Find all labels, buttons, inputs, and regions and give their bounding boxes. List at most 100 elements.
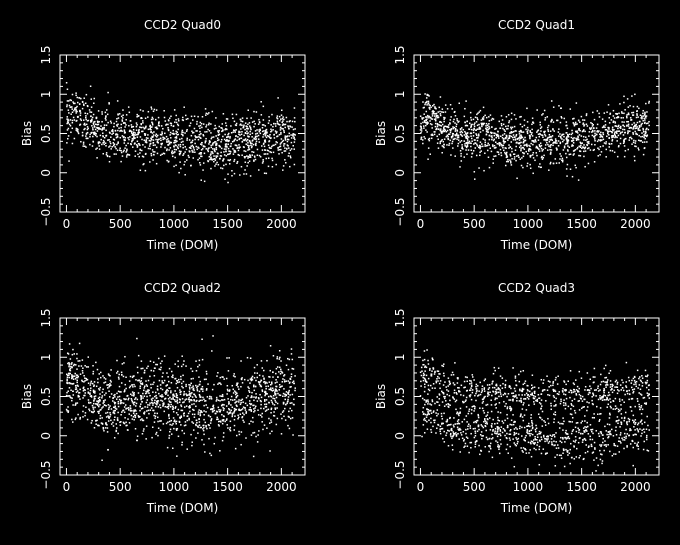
data-point: [240, 360, 242, 362]
data-point: [98, 412, 100, 414]
data-point: [87, 419, 89, 421]
data-point: [110, 381, 112, 383]
data-point: [209, 453, 211, 455]
data-point: [481, 143, 483, 145]
data-point: [178, 379, 180, 381]
data-point: [116, 398, 118, 400]
data-point: [505, 137, 507, 139]
data-point: [279, 384, 281, 386]
data-point: [119, 113, 121, 115]
data-point: [439, 111, 441, 113]
data-point: [238, 132, 240, 134]
data-point: [539, 136, 541, 138]
data-point: [92, 127, 94, 129]
data-point: [579, 150, 581, 152]
data-point: [135, 150, 137, 152]
data-point: [644, 112, 646, 114]
data-point: [507, 125, 509, 127]
data-point: [200, 179, 202, 181]
data-point: [97, 405, 99, 407]
data-point: [197, 432, 199, 434]
data-point: [222, 136, 224, 138]
data-point: [442, 108, 444, 110]
data-point: [259, 122, 261, 124]
data-point: [264, 150, 266, 152]
data-point: [67, 129, 69, 131]
data-point: [225, 150, 227, 152]
data-point: [177, 397, 179, 399]
data-point: [524, 148, 526, 150]
data-point: [255, 406, 256, 408]
data-point: [181, 131, 183, 133]
data-point: [481, 124, 483, 126]
data-point: [509, 135, 511, 137]
data-point: [160, 154, 162, 156]
data-point: [131, 395, 133, 397]
data-point: [233, 153, 235, 155]
data-point: [622, 129, 624, 131]
data-point: [283, 140, 285, 142]
data-point: [292, 145, 294, 147]
data-point: [599, 133, 601, 135]
data-point: [98, 141, 100, 143]
data-point: [240, 413, 242, 415]
data-point: [540, 146, 542, 148]
data-point: [633, 106, 635, 108]
data-point: [648, 389, 650, 391]
data-point: [250, 117, 252, 119]
data-point: [186, 139, 188, 141]
data-point: [521, 157, 523, 159]
data-point: [592, 112, 594, 114]
data-point: [277, 122, 279, 124]
data-point: [71, 363, 73, 365]
data-point: [511, 148, 512, 150]
data-point: [200, 152, 202, 154]
data-point: [172, 156, 174, 158]
data-point: [585, 136, 587, 138]
data-point: [184, 399, 186, 401]
data-point: [125, 124, 127, 126]
data-point: [426, 349, 428, 351]
data-point: [286, 365, 288, 367]
data-point: [510, 154, 512, 156]
data-point: [474, 178, 476, 180]
data-point: [608, 104, 610, 106]
data-point: [83, 381, 85, 383]
data-point: [468, 149, 470, 151]
data-point: [450, 132, 452, 134]
data-point: [90, 382, 92, 384]
data-point: [172, 408, 174, 410]
data-point: [457, 136, 459, 138]
data-point: [105, 130, 107, 132]
data-point: [248, 409, 250, 411]
data-point: [281, 418, 283, 420]
data-point: [181, 383, 183, 385]
data-point: [235, 129, 237, 131]
data-point: [535, 141, 537, 143]
y-tick-label: 1.5: [393, 45, 407, 64]
data-point: [149, 148, 151, 150]
data-point: [194, 143, 196, 145]
data-point: [75, 92, 77, 94]
data-point: [492, 387, 494, 389]
data-point: [282, 378, 284, 380]
data-point: [110, 136, 112, 138]
data-point: [430, 107, 432, 109]
data-point: [226, 378, 228, 380]
data-point: [597, 124, 599, 126]
data-point: [123, 137, 125, 139]
data-point: [571, 140, 573, 142]
data-point: [288, 369, 290, 371]
data-point: [647, 395, 649, 397]
data-point: [506, 154, 508, 156]
data-point: [508, 399, 510, 401]
data-point: [565, 404, 567, 406]
data-point: [443, 144, 445, 146]
data-point: [200, 155, 202, 157]
data-point: [206, 148, 208, 150]
data-point: [178, 172, 180, 174]
data-point: [598, 113, 600, 115]
data-point: [602, 132, 604, 134]
